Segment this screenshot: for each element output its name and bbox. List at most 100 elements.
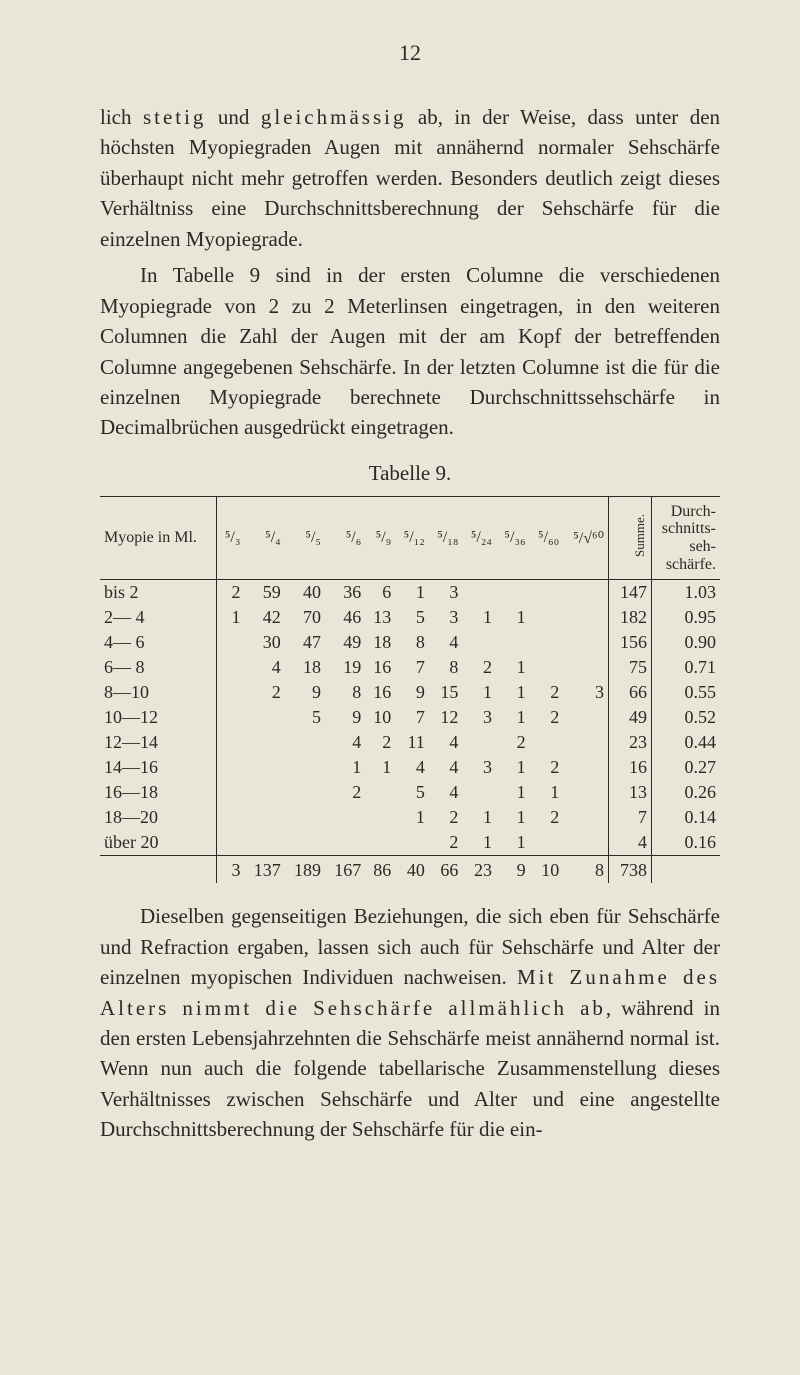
data-cell: 5: [395, 780, 429, 805]
data-cell: 19: [325, 655, 365, 680]
paragraph-2: In Tabelle 9 sind in der ersten Columne …: [100, 260, 720, 443]
data-cell: [563, 830, 608, 856]
data-cell: 1: [496, 655, 530, 680]
data-cell: 1: [325, 755, 365, 780]
data-cell: 1: [496, 805, 530, 830]
row-label: 14—16: [100, 755, 217, 780]
data-cell: 3: [462, 705, 496, 730]
data-cell: 2: [365, 730, 395, 755]
data-cell: 46: [325, 605, 365, 630]
data-cell: 1: [496, 830, 530, 856]
text-spaced: gleichmässig: [261, 105, 407, 129]
data-cell: 2: [462, 655, 496, 680]
row-avg: 0.52: [652, 705, 721, 730]
col-header: ⁵/√⁶⁰: [563, 496, 608, 579]
data-cell: 8: [429, 655, 463, 680]
data-cell: 1: [496, 705, 530, 730]
data-cell: 16: [365, 655, 395, 680]
data-cell: [462, 580, 496, 606]
row-sum: 7: [609, 805, 652, 830]
data-cell: 18: [285, 655, 325, 680]
data-cell: 1: [365, 755, 395, 780]
data-cell: 12: [429, 705, 463, 730]
total-sum: 738: [609, 856, 652, 884]
data-cell: 59: [244, 580, 284, 606]
data-cell: 2: [530, 755, 564, 780]
text-run: lich: [100, 105, 143, 129]
data-cell: 4: [395, 755, 429, 780]
data-cell: [530, 605, 564, 630]
data-cell: [244, 780, 284, 805]
data-cell: [217, 755, 245, 780]
summe-header: Summe.: [609, 496, 652, 579]
total-cell: 40: [395, 856, 429, 884]
data-cell: 1: [462, 680, 496, 705]
data-cell: 6: [365, 580, 395, 606]
data-cell: [462, 780, 496, 805]
data-cell: 9: [285, 680, 325, 705]
totals-row: 3 137 189 167 86 40 66 23 9 10 8 738: [100, 856, 720, 884]
row-label: 12—14: [100, 730, 217, 755]
data-cell: [217, 830, 245, 856]
data-cell: 1: [395, 580, 429, 606]
row-label: 6— 8: [100, 655, 217, 680]
row-sum: 75: [609, 655, 652, 680]
data-cell: 1: [462, 830, 496, 856]
data-cell: [325, 830, 365, 856]
data-cell: [244, 755, 284, 780]
row-sum: 23: [609, 730, 652, 755]
data-cell: [244, 830, 284, 856]
data-cell: 18: [365, 630, 395, 655]
data-cell: [217, 705, 245, 730]
row-avg: 0.71: [652, 655, 721, 680]
total-cell: 137: [244, 856, 284, 884]
table-caption: Tabelle 9.: [100, 461, 720, 486]
data-cell: [217, 630, 245, 655]
data-cell: [285, 805, 325, 830]
total-cell: 3: [217, 856, 245, 884]
row-label: 8—10: [100, 680, 217, 705]
data-cell: 40: [285, 580, 325, 606]
table-row: 16—1825411130.26: [100, 780, 720, 805]
row-avg: 0.26: [652, 780, 721, 805]
data-cell: 3: [429, 580, 463, 606]
col-header: ⁵/₉: [365, 496, 395, 579]
data-cell: 13: [365, 605, 395, 630]
row-label: 4— 6: [100, 630, 217, 655]
data-cell: [285, 780, 325, 805]
data-cell: 4: [244, 655, 284, 680]
data-cell: [285, 730, 325, 755]
data-cell: [530, 655, 564, 680]
data-cell: [563, 605, 608, 630]
data-cell: [285, 830, 325, 856]
row-label: 10—12: [100, 705, 217, 730]
table-header-row: Myopie in Ml. ⁵/₃ ⁵/₄ ⁵/₅ ⁵/₆ ⁵/₉ ⁵/₁₂ ⁵…: [100, 496, 720, 579]
row-label: 18—20: [100, 805, 217, 830]
total-cell: 8: [563, 856, 608, 884]
row-sum: 13: [609, 780, 652, 805]
text-spaced: stetig: [143, 105, 207, 129]
data-cell: 4: [429, 755, 463, 780]
row-avg: 0.44: [652, 730, 721, 755]
col-header: ⁵/₃₆: [496, 496, 530, 579]
table-row: 14—161144312160.27: [100, 755, 720, 780]
data-cell: [217, 805, 245, 830]
col-header: ⁵/₂₄: [462, 496, 496, 579]
page-number: 12: [100, 40, 720, 66]
row-sum: 66: [609, 680, 652, 705]
row-avg: 0.55: [652, 680, 721, 705]
data-cell: 16: [365, 680, 395, 705]
col-header: ⁵/₁₂: [395, 496, 429, 579]
row-label: bis 2: [100, 580, 217, 606]
data-cell: 8: [325, 680, 365, 705]
data-cell: [563, 705, 608, 730]
data-cell: 5: [395, 605, 429, 630]
data-cell: [530, 830, 564, 856]
data-cell: 4: [429, 730, 463, 755]
data-cell: 3: [563, 680, 608, 705]
row-avg: 1.03: [652, 580, 721, 606]
data-cell: 36: [325, 580, 365, 606]
data-cell: [563, 730, 608, 755]
table-row: 4— 630474918841560.90: [100, 630, 720, 655]
col-header: ⁵/₅: [285, 496, 325, 579]
